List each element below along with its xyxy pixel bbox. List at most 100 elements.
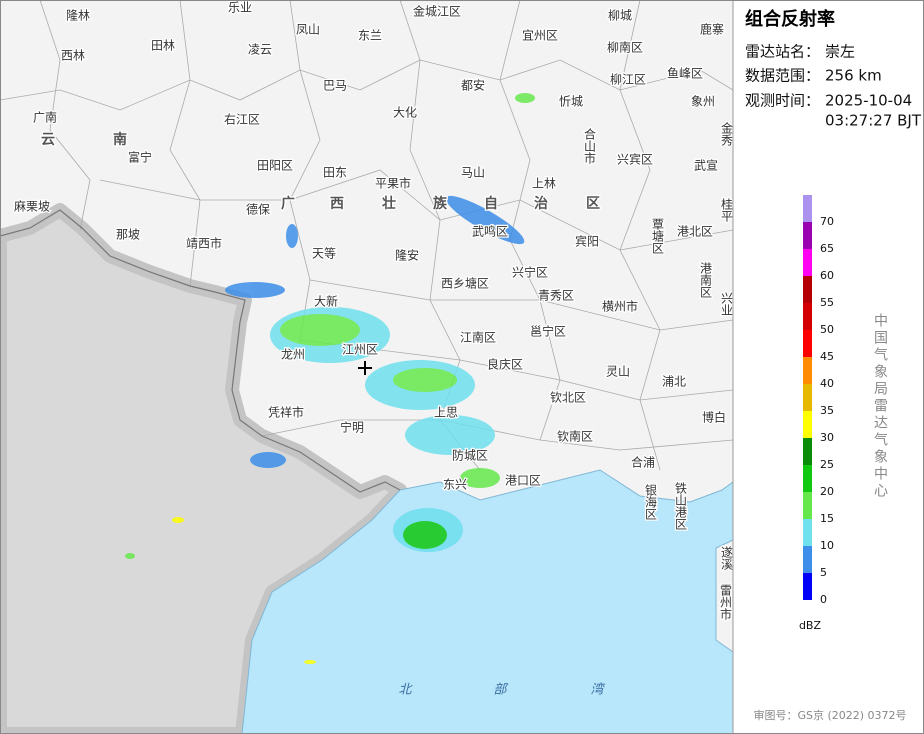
place-label: 广南 — [33, 110, 57, 125]
place-label: 防城区 — [452, 448, 488, 463]
place-label: 那坡 — [116, 228, 140, 242]
radar-site — [358, 361, 372, 375]
legend-swatch — [803, 276, 812, 303]
range-label: 数据范围： — [745, 67, 820, 85]
place-label: 博白 — [702, 410, 726, 425]
legend-swatch — [803, 357, 812, 384]
credit: 中国气象局雷达气象中心 — [872, 313, 888, 500]
place-label: 富宁 — [128, 150, 152, 165]
legend-label: 35 — [820, 404, 834, 417]
place-label: 龙州 — [281, 348, 305, 362]
place-label: 兴宾区 — [617, 152, 653, 167]
place-label: 大新 — [314, 294, 338, 309]
legend-label: 55 — [820, 296, 834, 309]
place-label: 象州 — [691, 95, 715, 109]
legend-label: 50 — [820, 323, 834, 336]
place-label: 巴马 — [323, 79, 347, 93]
legend-swatch — [803, 195, 812, 222]
place-label: 自 — [484, 195, 498, 212]
place-label: 田林 — [151, 39, 175, 53]
place-label: 遂溪 — [720, 546, 734, 570]
place-label: 治 — [534, 195, 548, 212]
legend-label: 65 — [820, 242, 834, 255]
place-label: 天等 — [312, 247, 336, 261]
place-label: 柳江区 — [610, 73, 646, 87]
place-label: 西 — [330, 196, 344, 212]
place-label: 鱼峰区 — [667, 67, 703, 81]
place-label: 凭祥市 — [268, 405, 304, 420]
place-label: 宁明 — [340, 420, 364, 435]
place-label: 合浦 — [631, 455, 655, 470]
place-label: 凤山 — [296, 23, 320, 37]
place-label: 田阳区 — [257, 159, 293, 173]
legend-swatch — [803, 519, 812, 546]
legend-swatch — [803, 222, 812, 249]
place-label: 湾 — [590, 682, 605, 698]
place-label: 西林 — [61, 49, 85, 63]
legend-label: 25 — [820, 458, 834, 471]
legend-swatch — [803, 465, 812, 492]
place-label: 东兰 — [358, 29, 382, 43]
legend-swatch — [803, 303, 812, 330]
legend-swatch — [803, 384, 812, 411]
legend-label: 20 — [820, 485, 834, 498]
place-label: 浦北 — [662, 375, 686, 389]
place-label: 广 — [281, 195, 295, 212]
place-label: 德保 — [246, 202, 270, 217]
place-label: 都安 — [461, 78, 485, 93]
place-label: 港北区 — [677, 225, 713, 239]
place-label: 大化 — [393, 106, 417, 120]
station-label: 雷达站名： — [745, 43, 820, 61]
place-label: 江南区 — [460, 330, 496, 345]
place-label: 金城江区 — [413, 4, 461, 19]
legend: 0 5 10 15 20 25 30 35 40 45 50 55 60 65 70 — [803, 195, 834, 606]
place-label: 江州区 — [342, 343, 378, 357]
place-label: 凌云 — [248, 43, 272, 57]
national-border — [0, 209, 401, 493]
place-label: 东兴 — [443, 478, 467, 492]
legend-label: 70 — [820, 215, 834, 228]
approval: 审图号：GS京 (2022) 0372号 — [753, 708, 906, 722]
place-label: 马山 — [461, 166, 485, 180]
place-label: 桂平 — [720, 197, 734, 222]
place-label: 麻栗坡 — [14, 199, 50, 214]
place-label: 银海区 — [644, 484, 658, 520]
legend-label: 15 — [820, 512, 834, 525]
range: 256 km — [825, 67, 882, 85]
legend-label: 30 — [820, 431, 834, 444]
place-label: 覃塘区 — [651, 218, 665, 254]
place-label: 隆林 — [66, 8, 90, 23]
place-label: 钦北区 — [550, 391, 586, 405]
legend-swatch — [803, 438, 812, 465]
place-label: 部 — [493, 683, 508, 698]
place-label: 金秀 — [720, 121, 734, 146]
legend-swatch — [803, 249, 812, 276]
radar-echoes — [125, 93, 535, 664]
place-label: 雷州市 — [719, 584, 733, 620]
place-label: 西乡塘区 — [441, 276, 489, 291]
place-label: 云 — [41, 132, 55, 148]
place-label: 合山市 — [583, 127, 597, 164]
place-label: 柳城 — [608, 9, 632, 23]
legend-swatch — [803, 546, 812, 573]
place-label: 壮 — [382, 195, 396, 212]
place-label: 区 — [586, 196, 600, 212]
legend-swatch — [803, 492, 812, 519]
place-label: 良庆区 — [487, 357, 523, 372]
panel-title: 组合反射率 — [745, 8, 835, 30]
place-label: 钦南区 — [557, 429, 593, 444]
info-panel — [733, 0, 924, 734]
place-label: 南 — [113, 131, 127, 148]
legend-label: 40 — [820, 377, 834, 390]
place-label: 武宣 — [694, 158, 718, 173]
place-label: 平果市 — [375, 176, 411, 191]
place-label: 宜州区 — [522, 28, 558, 43]
place-label: 上林 — [532, 177, 556, 191]
place-label: 上思 — [434, 406, 458, 420]
place-label: 兴宁区 — [512, 265, 548, 280]
legend-label: 0 — [820, 593, 827, 606]
legend-label: 5 — [820, 566, 827, 579]
station: 崇左 — [825, 43, 855, 61]
place-label: 鹿寨 — [700, 22, 724, 37]
place-label: 铁山港区 — [674, 482, 688, 530]
